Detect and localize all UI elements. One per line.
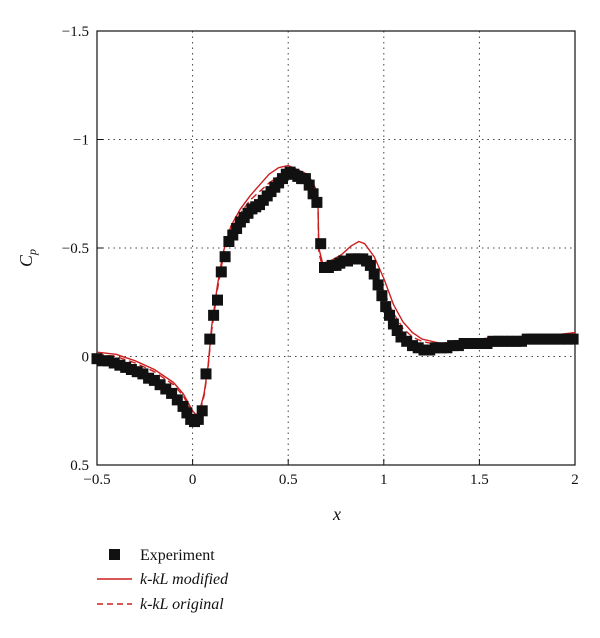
experiment-point [391,325,403,336]
series-line-original [96,173,575,418]
experiment-point [368,268,380,280]
experiment-point [538,333,550,345]
grid-lines [97,31,575,465]
x-tick-label: 0.5 [279,472,298,488]
experiment-point [108,357,120,369]
experiment-point [91,353,103,365]
y-axis-label: Cp [16,249,39,267]
experiment-point [148,374,160,386]
experiment-point [533,333,545,345]
experiment-point [154,379,166,391]
experiment-point [208,309,220,321]
experiment-point [307,188,319,200]
experiment-point [131,366,143,378]
y-axis-label-subscript: p [25,249,39,256]
x-tick-label: 1 [380,472,388,488]
experiment-point [527,333,539,345]
experiment-point [498,335,510,347]
experiment-point [315,238,327,250]
experiment-point [120,361,132,373]
experiment-point [384,309,395,321]
experiment-point [299,173,311,185]
y-axis-label-main: C [16,254,36,267]
experiment-point [204,333,216,345]
experiment-point [464,338,476,349]
experiment-point [181,407,193,419]
experiment-point [303,179,315,191]
legend-marker-experiment [109,549,120,560]
experiment-point [544,333,556,345]
experiment-point [125,364,137,375]
experiment-point [556,333,568,345]
experiment-point [376,290,388,302]
experiment-point [516,335,527,347]
experiment-point [311,196,323,208]
experiment-point [103,355,114,367]
y-tick-label: −0.5 [62,241,89,257]
x-axis-label: x [332,504,341,524]
experiment-point [171,394,183,406]
experiment-point [223,236,235,247]
experiment-point [550,333,562,345]
experiment-point [424,344,436,356]
experiment-point [380,301,392,313]
experiment-point [196,405,208,417]
legend-label-modified: k-kL modified [140,571,229,588]
experiment-point [429,342,441,354]
experiment-point [567,333,579,345]
experiment-point [160,383,172,395]
experiment-point [487,335,499,347]
x-tick-label: 2 [571,472,579,488]
experiment-point [441,342,453,354]
experiment-point [212,294,223,306]
y-tick-label: −1 [73,133,89,149]
experiment-point [418,344,430,356]
experiment-point [97,355,109,367]
plot-area [91,164,579,428]
experiment-point [372,279,384,291]
legend-label-experiment: Experiment [140,547,215,564]
experiment-point [407,340,418,352]
experiment-point [481,338,493,349]
legend: Experiment k-kL modified k-kL original [97,547,229,613]
experiment-point [452,340,464,352]
experiment-point [493,335,504,347]
experiment-point [470,338,482,349]
x-tick-label: −0.5 [83,472,110,488]
y-tick-label: 0.5 [70,458,89,474]
legend-label-original: k-kL original [140,596,224,613]
experiment-point [215,266,227,278]
experiment-point [137,368,149,380]
experiment-point [227,229,239,241]
experiment-point [447,340,459,352]
experiment-point [561,333,573,345]
experiment-point [458,338,470,349]
experiment-point [401,335,413,347]
experiment-point [231,223,243,234]
experiment-point [395,331,407,343]
experiment-point [521,333,533,345]
y-tick-label: 0 [82,350,90,366]
experiment-point [114,359,126,371]
x-tick-label: 1.5 [470,472,489,488]
experiment-point [364,259,376,271]
experiment-point [504,335,516,347]
experiment-point [192,413,204,425]
series-line-modified [96,164,576,416]
experiment-point [435,342,447,354]
x-tick-label: 0 [189,472,197,488]
experiment-point [412,342,424,354]
experiment-point [219,251,231,263]
experiment-point [200,368,212,380]
y-tick-label: −1.5 [62,24,89,40]
experiment-point [143,372,155,384]
experiment-point [177,400,189,412]
experiment-point [387,318,399,330]
experiment-point [475,338,487,349]
experiment-point [510,335,522,347]
experiment-point [166,387,178,399]
